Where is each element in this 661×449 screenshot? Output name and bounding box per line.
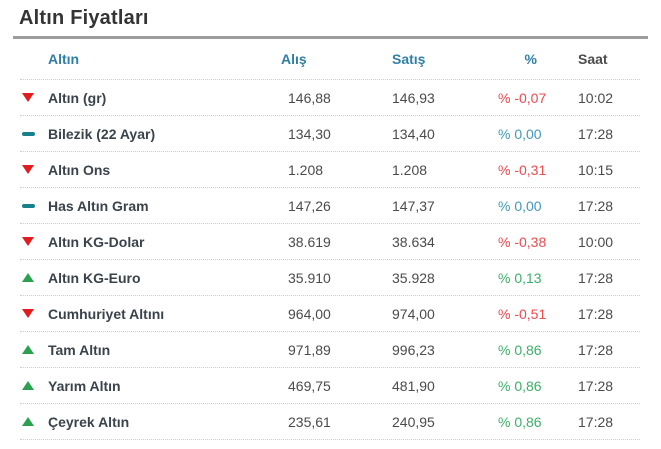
flat-dash-icon — [22, 204, 35, 208]
update-time: 17:28 — [578, 197, 614, 214]
sell-price: 240,95 — [392, 413, 435, 430]
sell-price: 481,90 — [392, 377, 435, 394]
table-row[interactable]: Cumhuriyet Altını 964,00 974,00 % -0,51 … — [20, 296, 640, 332]
up-triangle-icon — [22, 417, 35, 426]
sell-price: 147,37 — [392, 197, 435, 214]
update-time: 10:00 — [578, 233, 614, 250]
table-row[interactable]: Altın (gr) 146,88 146,93 % -0,07 10:02 — [20, 80, 640, 116]
change-percent: % 0,13 — [498, 269, 542, 286]
column-header-instrument: Altın — [48, 51, 80, 67]
change-percent: % 0,00 — [498, 197, 542, 214]
table-header-row: Altın Alış Satış % Saat — [20, 39, 640, 80]
buy-price: 469,75 — [288, 377, 331, 394]
update-time: 17:28 — [578, 377, 614, 394]
update-time: 10:02 — [578, 89, 614, 106]
title-divider — [13, 36, 648, 39]
sell-price: 996,23 — [392, 341, 435, 358]
up-triangle-icon — [22, 345, 35, 354]
update-time: 10:15 — [578, 161, 614, 178]
instrument-name: Altın (gr) — [48, 89, 107, 106]
sell-price: 974,00 — [392, 305, 435, 322]
instrument-name: Cumhuriyet Altını — [48, 305, 165, 322]
buy-price: 35.910 — [288, 269, 331, 286]
buy-price: 971,89 — [288, 341, 331, 358]
column-header-buy: Alış — [281, 51, 307, 67]
table-row[interactable]: Altın KG-Dolar 38.619 38.634 % -0,38 10:… — [20, 224, 640, 260]
sell-price: 1.208 — [392, 161, 428, 178]
page-title: Altın Fiyatları — [19, 7, 149, 29]
buy-price: 964,00 — [288, 305, 331, 322]
instrument-name: Altın Ons — [48, 161, 111, 178]
buy-price: 1.208 — [288, 161, 324, 178]
buy-price: 147,26 — [288, 197, 331, 214]
instrument-name: Bilezik (22 Ayar) — [48, 125, 156, 142]
table-row[interactable]: Bilezik (22 Ayar) 134,30 134,40 % 0,00 1… — [20, 116, 640, 152]
table-row[interactable]: Has Altın Gram 147,26 147,37 % 0,00 17:2… — [20, 188, 640, 224]
column-header-sell: Satış — [392, 51, 426, 67]
update-time: 17:28 — [578, 269, 614, 286]
instrument-name: Altın KG-Euro — [48, 269, 141, 286]
gold-prices-table: Altın Alış Satış % Saat Altın (gr) 146,8… — [20, 39, 640, 440]
table-row[interactable]: Altın KG-Euro 35.910 35.928 % 0,13 17:28 — [20, 260, 640, 296]
change-percent: % 0,00 — [498, 125, 542, 142]
buy-price: 146,88 — [288, 89, 331, 106]
down-triangle-icon — [22, 237, 35, 246]
up-triangle-icon — [22, 381, 35, 390]
down-triangle-icon — [22, 309, 35, 318]
instrument-name: Altın KG-Dolar — [48, 233, 145, 250]
sell-price: 134,40 — [392, 125, 435, 142]
change-percent: % -0,07 — [498, 89, 547, 106]
change-percent: % 0,86 — [498, 377, 542, 394]
sell-price: 38.634 — [392, 233, 435, 250]
update-time: 17:28 — [578, 341, 614, 358]
sell-price: 146,93 — [392, 89, 435, 106]
update-time: 17:28 — [578, 413, 614, 430]
instrument-name: Has Altın Gram — [48, 197, 149, 214]
column-header-time: Saat — [578, 51, 608, 67]
change-percent: % -0,38 — [498, 233, 547, 250]
instrument-name: Çeyrek Altın — [48, 413, 130, 430]
buy-price: 235,61 — [288, 413, 331, 430]
buy-price: 134,30 — [288, 125, 331, 142]
column-header-percent: % — [524, 51, 537, 67]
change-percent: % -0,31 — [498, 161, 547, 178]
table-row[interactable]: Altın Ons 1.208 1.208 % -0,31 10:15 — [20, 152, 640, 188]
change-percent: % 0,86 — [498, 413, 542, 430]
table-row[interactable]: Tam Altın 971,89 996,23 % 0,86 17:28 — [20, 332, 640, 368]
sell-price: 35.928 — [392, 269, 435, 286]
up-triangle-icon — [22, 273, 35, 282]
table-row[interactable]: Yarım Altın 469,75 481,90 % 0,86 17:28 — [20, 368, 640, 404]
update-time: 17:28 — [578, 305, 614, 322]
flat-dash-icon — [22, 132, 35, 136]
change-percent: % 0,86 — [498, 341, 542, 358]
instrument-name: Tam Altın — [48, 341, 111, 358]
update-time: 17:28 — [578, 125, 614, 142]
buy-price: 38.619 — [288, 233, 331, 250]
table-row[interactable]: Çeyrek Altın 235,61 240,95 % 0,86 17:28 — [20, 404, 640, 440]
change-percent: % -0,51 — [498, 305, 547, 322]
down-triangle-icon — [22, 165, 35, 174]
down-triangle-icon — [22, 93, 35, 102]
instrument-name: Yarım Altın — [48, 377, 121, 394]
